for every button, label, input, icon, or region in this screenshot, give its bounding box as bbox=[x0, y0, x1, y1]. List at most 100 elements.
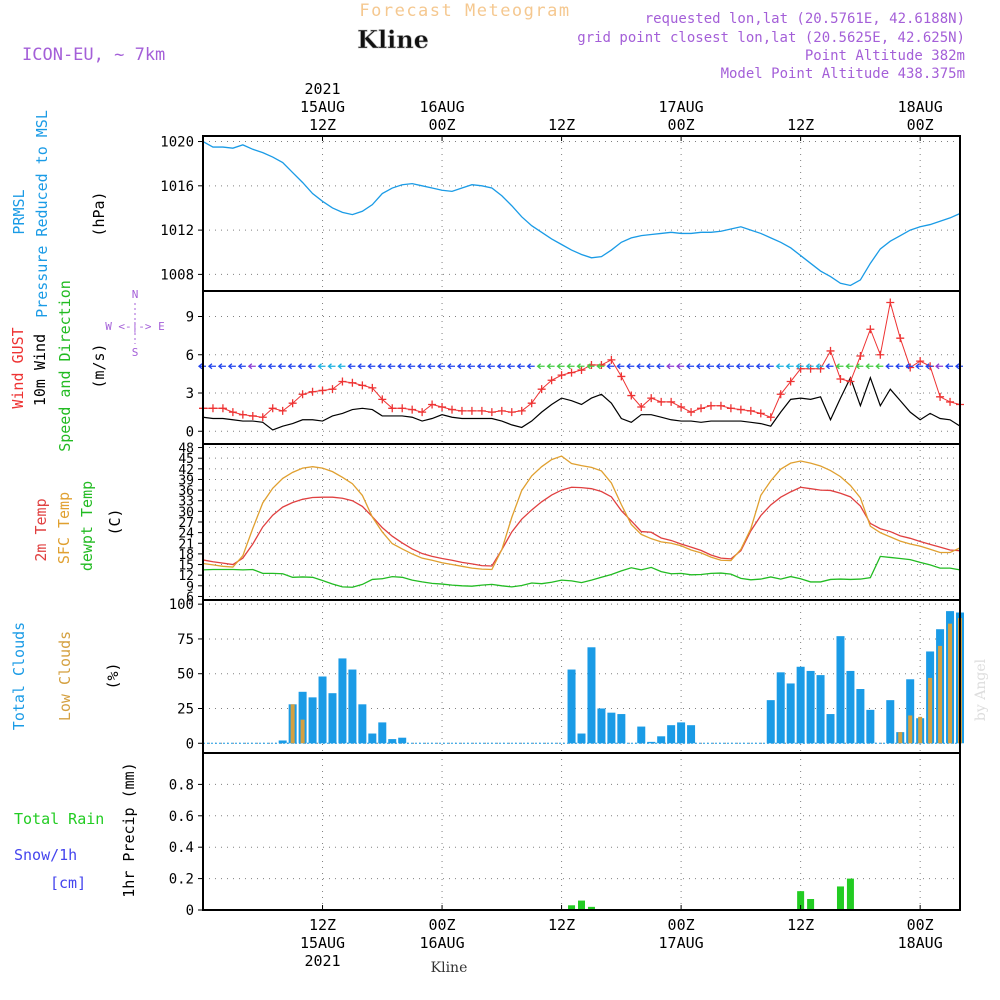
total-clouds-bar bbox=[398, 737, 407, 744]
precip-frame bbox=[202, 752, 961, 911]
wind-gust-marker bbox=[278, 406, 287, 415]
bottom-time-label: 18AUG bbox=[898, 934, 943, 952]
temperature-ytick-label: 30 bbox=[178, 505, 194, 520]
wind-gust-marker bbox=[836, 374, 845, 383]
top-time-label: 16AUG bbox=[419, 98, 464, 116]
wind-direction-arrow bbox=[227, 363, 236, 370]
bottom-time-label: 00Z bbox=[668, 916, 695, 934]
wind-gust-marker bbox=[438, 403, 447, 412]
wind-direction-arrow bbox=[825, 363, 834, 370]
compass-s: S bbox=[132, 346, 139, 359]
precip-ytick-label: 0.4 bbox=[169, 840, 194, 856]
wind-gust-marker bbox=[617, 372, 626, 381]
wind-gust-marker bbox=[607, 355, 616, 364]
rain-bar bbox=[578, 900, 585, 910]
wind-gust-marker bbox=[776, 390, 785, 399]
pressure-unit: (hPa) bbox=[90, 191, 108, 236]
wind-gust-marker bbox=[428, 400, 437, 409]
model-label: ICON-EU, ~ 7km bbox=[22, 45, 165, 65]
wind-direction-arrow bbox=[745, 363, 754, 370]
prmsl-line bbox=[202, 140, 961, 287]
wind-gust-marker bbox=[946, 397, 955, 406]
temperature-ytick-label: 33 bbox=[178, 495, 194, 510]
wind-gust-marker bbox=[826, 346, 835, 355]
low-clouds-bar bbox=[918, 716, 923, 744]
rain-bar bbox=[836, 886, 844, 910]
wind-direction-arrow bbox=[367, 363, 376, 370]
wind-direction-arrow bbox=[556, 363, 565, 370]
temperature-ytick-label: 18 bbox=[178, 548, 194, 563]
wind-direction-arrow bbox=[715, 363, 724, 370]
wind-gust-marker bbox=[537, 385, 546, 394]
wind-grid bbox=[203, 291, 960, 444]
wind-gust-marker bbox=[487, 408, 496, 417]
bottom-time-label: 2021 bbox=[304, 952, 340, 970]
temperature-ytick-label: 45 bbox=[178, 452, 194, 467]
low-clouds-bar bbox=[290, 704, 295, 744]
pressure-ytick-label: 1008 bbox=[160, 267, 194, 283]
total-clouds-bar bbox=[687, 725, 696, 744]
wind-direction-arrow bbox=[576, 363, 585, 370]
top-time-label: 00Z bbox=[429, 116, 456, 134]
wind-gust-marker bbox=[218, 404, 227, 413]
wind-direction-arrow bbox=[217, 363, 226, 370]
wind-direction-arrow bbox=[875, 363, 884, 370]
low-clouds-bar bbox=[928, 677, 933, 744]
wind-gust-marker bbox=[866, 325, 875, 334]
wind-direction-arrow bbox=[596, 363, 605, 370]
top-time-label: 00Z bbox=[668, 116, 695, 134]
wind-direction-arrow bbox=[387, 363, 396, 370]
temperature-ytick-label: 9 bbox=[186, 580, 194, 595]
wind-gust-marker bbox=[856, 352, 865, 361]
wind-direction-arrow bbox=[646, 363, 655, 370]
clouds-label-low: Low Clouds bbox=[56, 631, 74, 721]
clouds-ytick-label: 25 bbox=[177, 701, 194, 717]
compass-we: W <-|-> E bbox=[105, 320, 165, 333]
wind-gust-marker bbox=[766, 413, 775, 422]
wind-gust-marker bbox=[677, 403, 686, 412]
wind-direction-arrow bbox=[267, 363, 276, 370]
rain-bar bbox=[568, 905, 576, 910]
bottom-time-label: 12Z bbox=[787, 916, 814, 934]
wind-label-gust: Wind GUST bbox=[9, 327, 27, 408]
wind-gust-marker bbox=[368, 383, 377, 392]
total-clouds-bar bbox=[816, 675, 825, 744]
total-clouds-bar bbox=[368, 733, 377, 744]
wind-gust-marker bbox=[228, 408, 237, 417]
total-clouds-bar bbox=[587, 647, 596, 744]
temp-label-dewpt: dewpt Temp bbox=[78, 481, 96, 571]
pressure-frame bbox=[202, 135, 961, 292]
wind-direction-arrow bbox=[885, 363, 894, 370]
wind-direction-arrow bbox=[247, 363, 256, 370]
total-clouds-bar bbox=[617, 714, 626, 744]
wind-direction-arrow bbox=[656, 363, 665, 370]
wind-gust-marker bbox=[896, 334, 905, 343]
total-clouds-bar bbox=[766, 700, 775, 744]
wind-direction-arrow bbox=[616, 363, 625, 370]
top-time-label: 12Z bbox=[548, 116, 575, 134]
compass-n: N bbox=[132, 288, 139, 301]
wind-gust-marker bbox=[318, 386, 327, 395]
total-clouds-bar bbox=[597, 708, 606, 744]
wind-gust-marker bbox=[408, 405, 417, 414]
wind-gust-marker bbox=[497, 406, 506, 415]
wind-direction-arrow bbox=[815, 363, 824, 370]
clouds-ytick-label: 75 bbox=[177, 632, 194, 648]
wind-gust-marker bbox=[457, 406, 466, 415]
temperature-ytick-label: 6 bbox=[186, 590, 194, 605]
wind-ytick-label: 3 bbox=[186, 386, 194, 402]
precip-ytick-label: 0 bbox=[186, 903, 194, 919]
wind-direction-arrow bbox=[795, 363, 804, 370]
temp-y-label: 2m Temp SFC Temp dewpt Temp (C) bbox=[32, 481, 124, 571]
wind-direction-arrow bbox=[407, 363, 416, 370]
wind-gust-marker bbox=[467, 406, 476, 415]
wind-direction-arrow bbox=[835, 363, 844, 370]
wind-gust-marker bbox=[378, 395, 387, 404]
pressure-panel: 1008 1012 1016 1020 bbox=[160, 135, 961, 292]
wind-direction-arrow bbox=[417, 363, 426, 370]
wind-direction-arrow bbox=[207, 363, 216, 370]
wind-gust-marker bbox=[358, 381, 367, 390]
precip-legend-snow: Snow/1h bbox=[14, 846, 77, 864]
total-clouds-bar bbox=[647, 741, 656, 744]
total-clouds-bar bbox=[677, 722, 686, 744]
